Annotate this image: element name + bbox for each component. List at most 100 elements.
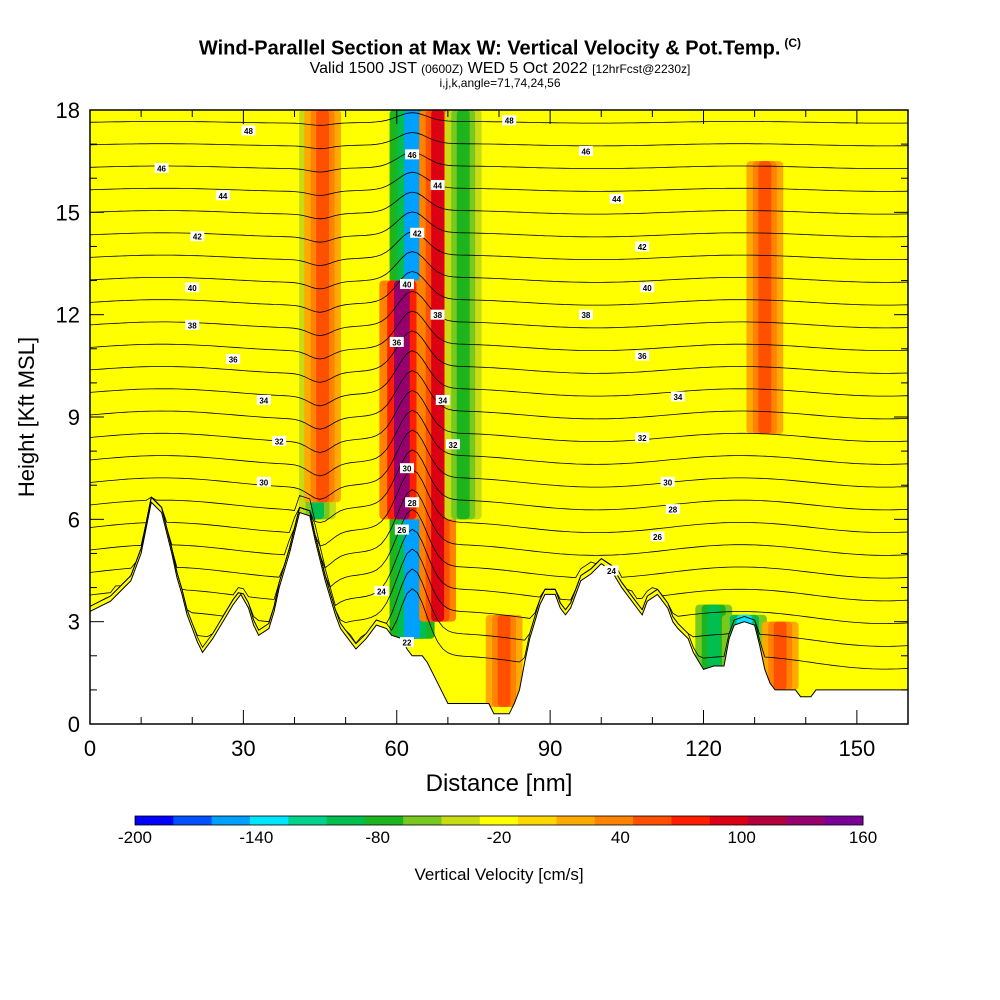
contour-label-box [394, 524, 409, 535]
colorbar: -200 -140 -80 -20 40 100 160 [118, 815, 877, 847]
contour-label-text: 36 [392, 338, 401, 347]
colorbar-swatch [403, 816, 443, 825]
colorbar-swatch [633, 816, 672, 825]
contour-label-text: 28 [668, 506, 677, 515]
colorbar-tick-label: -20 [487, 828, 512, 847]
contour-label: 34 [435, 394, 450, 405]
contour-label-text: 40 [643, 284, 652, 293]
contour-label: 24 [374, 585, 389, 596]
contour-label-box [256, 394, 271, 405]
contour-label: 42 [190, 231, 205, 242]
theta-contour [90, 449, 908, 524]
contour-label-text: 24 [607, 567, 616, 576]
theta-contour [90, 429, 908, 500]
contour-label-box [635, 432, 650, 443]
contour-label-text: 24 [377, 587, 386, 596]
contour-label-text: 48 [244, 127, 253, 136]
contour-label: 36 [226, 354, 241, 365]
contour-label: 42 [635, 241, 650, 252]
contour-label-box [670, 391, 685, 402]
contour-label-box [272, 435, 287, 446]
x-tick-label: 0 [84, 736, 96, 761]
contour-label: 32 [635, 432, 650, 443]
chart-title: Wind-Parallel Section at Max W: Vertical… [0, 36, 1000, 61]
colorbar-tick-label: -80 [365, 828, 390, 847]
potential-temperature-contours [90, 93, 908, 670]
contour-label-text: 46 [581, 147, 590, 156]
copyright-mark: (C) [784, 36, 802, 50]
contour-label-text: 28 [408, 499, 417, 508]
contour-label: 44 [430, 180, 445, 191]
x-tick-label: 30 [231, 736, 255, 761]
colorbar-swatch [173, 816, 213, 825]
contour-label-box [190, 231, 205, 242]
contour-label-box [410, 227, 425, 238]
contour-label-box [430, 309, 445, 320]
contour-label: 46 [154, 162, 169, 173]
contour-label-box [405, 149, 420, 160]
terrain-mask [89, 501, 909, 725]
contour-label-box [226, 354, 241, 365]
contour-label-box [399, 463, 414, 474]
colorbar-tick-label: 160 [849, 828, 877, 847]
contour-label: 40 [185, 282, 200, 293]
theta-contour [90, 251, 908, 290]
colorbar-swatch [479, 816, 519, 825]
x-tick-label: 150 [839, 736, 876, 761]
theta-contour [90, 330, 908, 383]
contour-label: 48 [241, 125, 256, 136]
x-tick-label: 120 [685, 736, 722, 761]
x-tick-label: 90 [538, 736, 562, 761]
x-axis-label: Distance [nm] [426, 770, 573, 797]
contour-label-text: 38 [433, 311, 442, 320]
velocity-band [758, 161, 772, 435]
y-tick-label: 0 [68, 712, 80, 737]
contour-label-box [389, 336, 404, 347]
velocity-band [773, 621, 787, 690]
contour-labels: 48 46 44 42 40 38 36 34 32 30 48 46 44 42 40 38 36 34 32 30… [154, 115, 685, 648]
colorbar-swatch [249, 816, 289, 825]
y-tick-label: 3 [68, 610, 80, 635]
theta-contour [90, 93, 908, 102]
contour-label-text: 26 [397, 526, 406, 535]
contour-label-text: 46 [408, 151, 417, 160]
contour-label-text: 30 [259, 478, 268, 487]
contour-label-text: 30 [663, 478, 672, 487]
colorbar-swatch [709, 816, 749, 825]
y-tick-label: 12 [56, 303, 80, 328]
theta-contour [90, 389, 908, 453]
colorbar-swatch [135, 816, 174, 825]
contour-label: 32 [272, 435, 287, 446]
contour-label: 44 [215, 190, 230, 201]
contour-label-text: 42 [193, 233, 202, 242]
theta-contour [90, 231, 908, 267]
colorbar-swatch [441, 816, 481, 825]
theta-contour [90, 171, 908, 196]
contour-label-box [185, 319, 200, 330]
contour-label-box [435, 394, 450, 405]
contour-label-text: 44 [218, 192, 227, 201]
contour-label-text: 42 [638, 243, 647, 252]
contour-label-box [185, 282, 200, 293]
y-tick-label: 6 [68, 507, 80, 532]
contour-label-text: 32 [638, 434, 647, 443]
colorbar-swatch [288, 816, 328, 825]
contour-label: 32 [445, 439, 460, 450]
contour-label: 46 [578, 145, 593, 156]
theta-contour [90, 496, 908, 607]
theta-contour [90, 211, 908, 243]
contour-label-box [215, 190, 230, 201]
contour-label-text: 42 [413, 229, 422, 238]
colorbar-label: Vertical Velocity [cm/s] [414, 865, 583, 884]
theta-contour [90, 496, 908, 624]
contour-label: 26 [394, 524, 409, 535]
colorbar-tick-label: 100 [727, 828, 755, 847]
contour-label-text: 34 [259, 396, 268, 405]
theta-contour [90, 469, 908, 547]
colorbar-tick-label: -140 [239, 828, 273, 847]
contour-label-box [635, 241, 650, 252]
contour-label-box [430, 180, 445, 191]
contour-label-box [445, 439, 460, 450]
chart-valid-time: Valid 1500 JST (0600Z) WED 5 Oct 2022 [1… [0, 60, 1000, 78]
